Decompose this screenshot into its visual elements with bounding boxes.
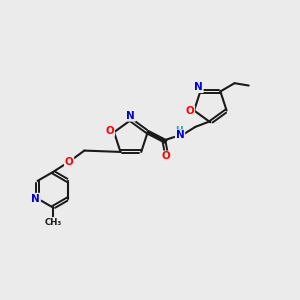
Text: N: N [127, 111, 135, 121]
Text: O: O [106, 126, 114, 136]
Text: CH₃: CH₃ [44, 218, 61, 226]
Text: O: O [162, 151, 171, 161]
Text: N: N [32, 194, 40, 204]
Text: O: O [65, 157, 74, 167]
Text: H: H [175, 127, 183, 136]
Text: N: N [176, 130, 184, 140]
Text: N: N [194, 82, 203, 92]
Text: O: O [186, 106, 194, 116]
